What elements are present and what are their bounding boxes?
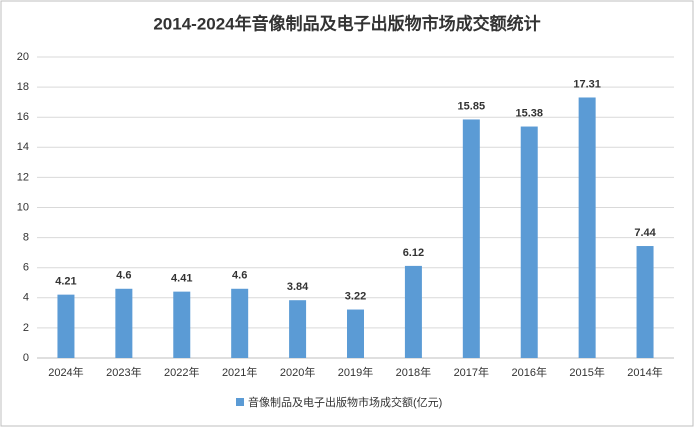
- bar: [462, 119, 480, 359]
- x-tick-label: 2023年: [106, 365, 141, 379]
- y-tick-label: 8: [23, 232, 29, 244]
- x-tick-label: 2019年: [338, 365, 373, 379]
- y-tick-label: 20: [17, 51, 29, 63]
- x-tick-label: 2021年: [222, 365, 257, 379]
- value-label: 17.31: [573, 78, 601, 90]
- bar: [115, 288, 133, 358]
- value-label: 7.44: [634, 227, 656, 239]
- x-tick-label: 2018年: [396, 365, 431, 379]
- bar: [636, 246, 654, 358]
- y-tick-label: 0: [23, 352, 29, 364]
- y-tick-label: 18: [17, 81, 29, 93]
- x-tick-label: 2016年: [511, 365, 546, 379]
- x-tick-label: 2014年: [627, 365, 662, 379]
- bar: [520, 126, 538, 358]
- value-label: 4.6: [116, 270, 131, 282]
- x-tick-label: 2024年: [48, 365, 83, 379]
- y-tick-label: 10: [17, 201, 29, 213]
- y-tick-label: 14: [17, 141, 29, 153]
- value-label: 15.85: [458, 100, 486, 112]
- legend-swatch: [236, 398, 244, 406]
- value-label: 4.6: [232, 270, 247, 282]
- value-label: 4.21: [55, 276, 76, 288]
- bar: [404, 265, 422, 358]
- bar: [578, 97, 596, 358]
- legend-label: 音像制品及电子出版物市场成交额(亿元): [248, 395, 442, 409]
- bar: [57, 294, 75, 358]
- x-tick-label: 2015年: [569, 365, 604, 379]
- y-tick-label: 6: [23, 262, 29, 274]
- value-label: 6.12: [403, 247, 424, 259]
- value-label: 4.41: [171, 273, 192, 285]
- bar: [173, 291, 191, 358]
- y-tick-label: 2: [23, 322, 29, 334]
- y-tick-label: 4: [23, 292, 29, 304]
- y-tick-label: 16: [17, 111, 29, 123]
- x-tick-label: 2022年: [164, 365, 199, 379]
- y-tick-label: 12: [17, 171, 29, 183]
- chart-title: 2014-2024年音像制品及电子出版物市场成交额统计: [153, 13, 540, 33]
- bar: [289, 300, 307, 358]
- value-label: 3.84: [287, 281, 309, 293]
- x-tick-label: 2020年: [280, 365, 315, 379]
- bar: [231, 288, 249, 358]
- value-label: 3.22: [345, 290, 366, 302]
- bar: [347, 309, 364, 358]
- x-tick-label: 2017年: [454, 365, 489, 379]
- value-label: 15.38: [515, 107, 543, 119]
